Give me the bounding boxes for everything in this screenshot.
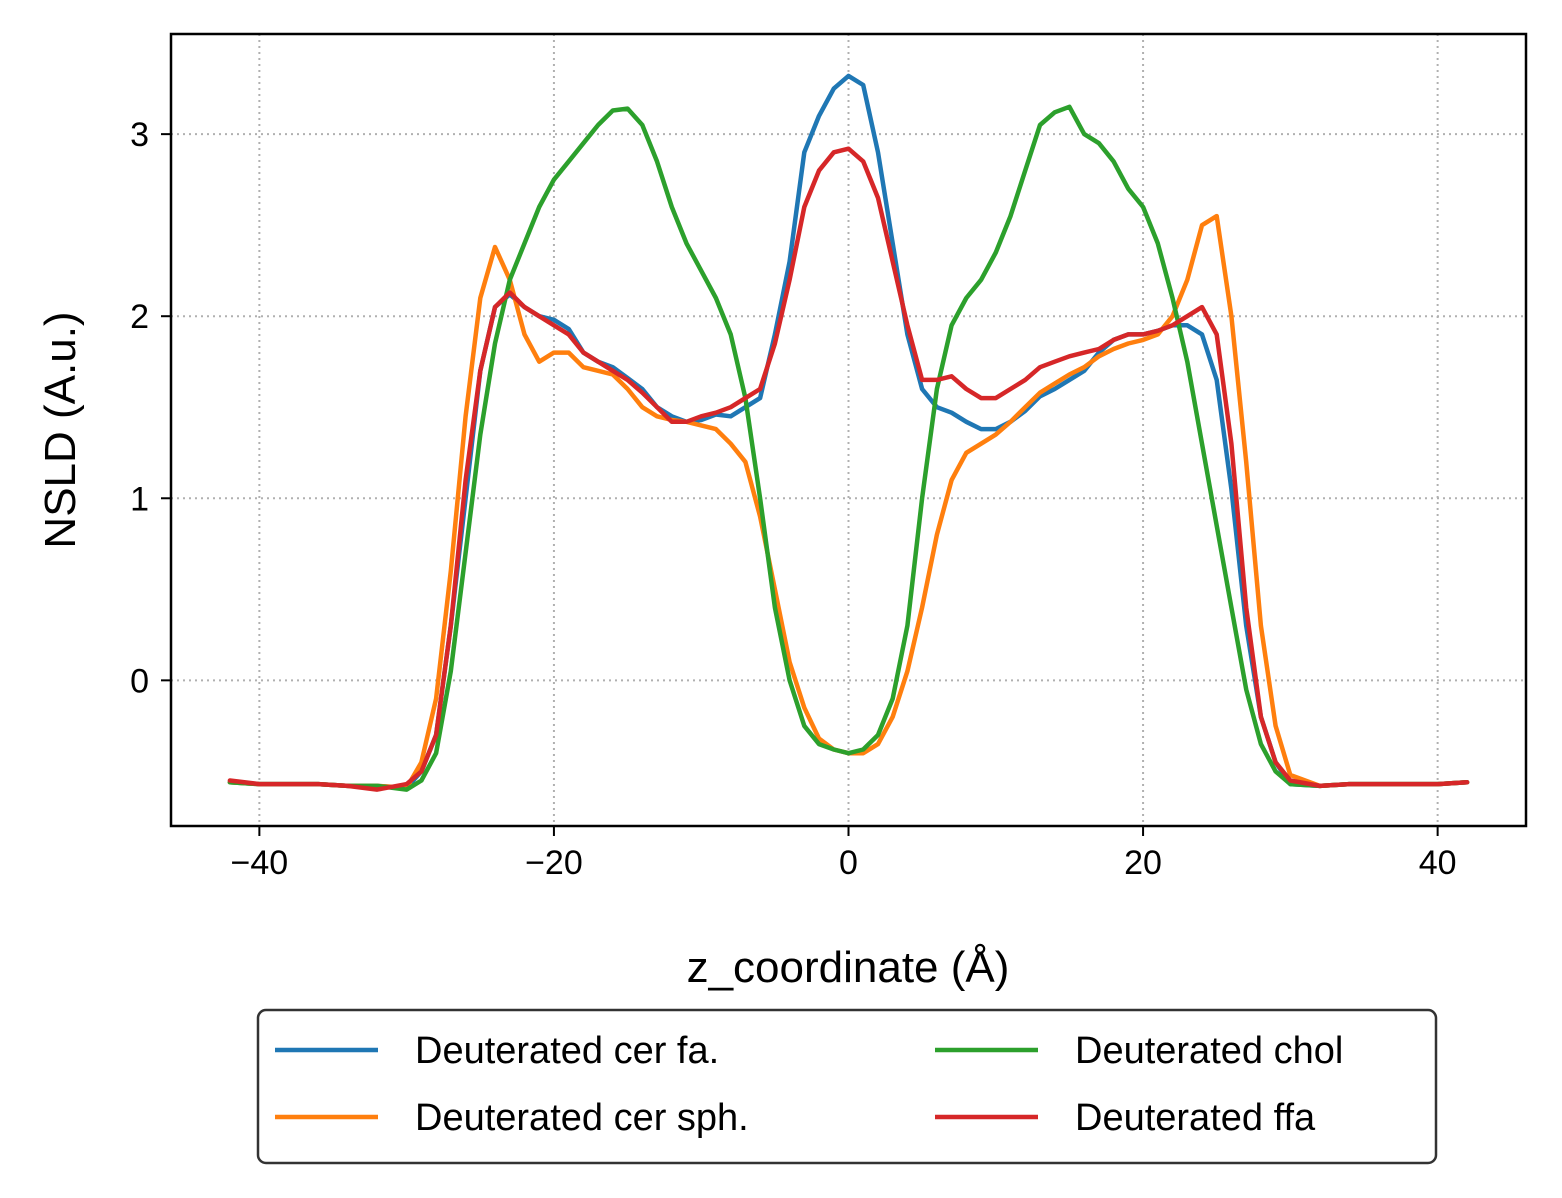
legend-label: Deuterated cer fa. [415,1030,719,1072]
series-line-deuterated-cer-sph [227,213,1470,791]
legend-label: Deuterated chol [1075,1030,1343,1072]
series-line-deuterated-chol [227,104,1470,792]
y-tick-label: 0 [130,662,149,700]
series-line-deuterated-ffa [227,146,1470,792]
legend-box [256,1008,1438,1165]
x-tick-label: −40 [231,844,289,882]
y-tick-label: 2 [130,298,149,336]
axis-ticks: −40 −20 0 20 40 0 1 2 3 [130,116,1456,882]
y-tick-label: 1 [130,480,149,518]
y-tick-label: 3 [130,116,149,154]
legend-items: Deuterated cer fa. Deuterated cer sph. Deu… [275,1030,1343,1139]
series-lines [227,73,1470,792]
x-tick-label: 40 [1419,844,1457,882]
x-axis-label: z_coordinate (Å) [687,943,1010,992]
x-tick-label: 20 [1124,844,1162,882]
x-tick-label: −20 [525,844,583,882]
x-tick-label: 0 [839,844,858,882]
grid-lines [171,34,1526,826]
legend-label: Deuterated cer sph. [415,1097,749,1139]
legend-label: Deuterated ffa [1075,1097,1316,1139]
legend: Deuterated cer fa. Deuterated cer sph. Deu… [256,1008,1438,1165]
y-axis-label: NSLD (A.u.) [36,311,85,548]
